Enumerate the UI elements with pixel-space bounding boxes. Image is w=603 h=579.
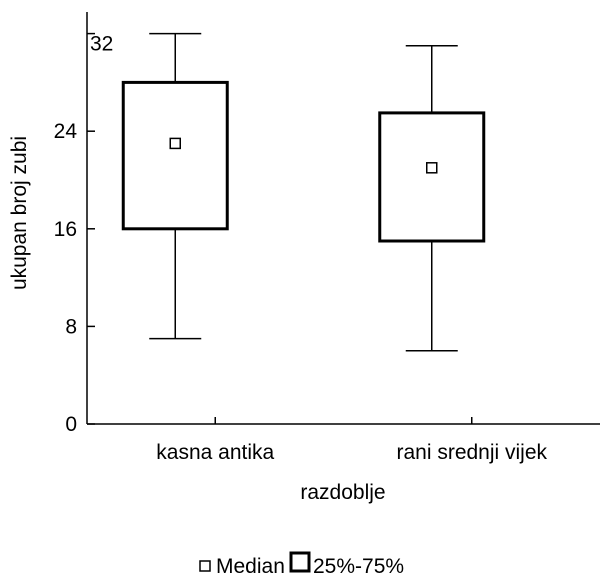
y-ticks: 0 8 16 24 32: [54, 33, 114, 436]
y-tick-label: 24: [54, 120, 78, 143]
x-ticks: kasna antika rani srednji vijek: [156, 417, 548, 464]
y-tick-label: 8: [65, 315, 77, 338]
x-tick-label: rani srednji vijek: [396, 441, 547, 464]
axes: [86, 12, 600, 425]
legend-box-marker: [289, 551, 311, 573]
x-tick-label: kasna antika: [156, 441, 274, 464]
y-tick-label: 32: [90, 33, 113, 56]
legend: Median 25%-75%: [199, 551, 404, 578]
median-marker: [426, 162, 438, 174]
iqr-box: [121, 80, 229, 231]
box-group: [121, 32, 229, 340]
legend-median-marker: [199, 560, 211, 572]
y-axis-title: ukupan broj zubi: [8, 136, 31, 290]
boxes: [121, 32, 486, 352]
legend-median-label: Median: [216, 555, 285, 578]
x-axis-title: razdoblje: [300, 481, 385, 504]
y-tick-label: 16: [54, 218, 77, 241]
median-marker: [169, 137, 181, 150]
iqr-box: [378, 111, 486, 243]
box-group: [378, 45, 486, 352]
y-tick-label: 0: [65, 413, 77, 436]
legend-box-label: 25%-75%: [313, 555, 404, 578]
